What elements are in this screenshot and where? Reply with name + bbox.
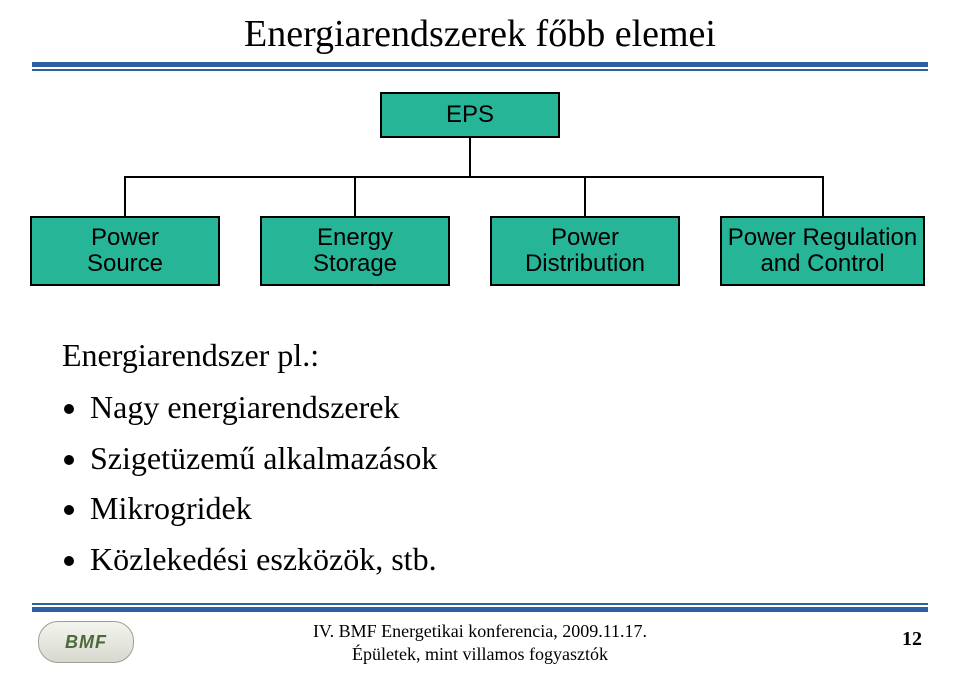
- chart-root: EPS: [380, 92, 560, 138]
- footer-divider: [32, 603, 928, 617]
- connector: [469, 138, 471, 176]
- bullet-item: Szigetüzemű alkalmazások: [90, 435, 437, 481]
- underline-thick: [32, 62, 928, 67]
- chart-child: PowerSource: [30, 216, 220, 286]
- connector: [124, 176, 126, 216]
- logo-text: BMF: [65, 632, 107, 653]
- footer-line2: Épületek, mint villamos fogyasztók: [352, 644, 608, 664]
- footer-line1: IV. BMF Energetikai konferencia, 2009.11…: [313, 621, 647, 641]
- connector: [822, 176, 824, 216]
- footer-thin: [32, 603, 928, 605]
- footer-thick: [32, 607, 928, 612]
- slide: Energiarendszerek főbb elemei EPS PowerSo…: [0, 0, 960, 679]
- footer-text: IV. BMF Energetikai konferencia, 2009.11…: [0, 620, 960, 665]
- chart-child: Power Regulationand Control: [720, 216, 925, 286]
- bullet-item: Közlekedési eszközök, stb.: [90, 536, 437, 582]
- bullet-item: Mikrogridek: [90, 485, 437, 531]
- connector: [584, 176, 586, 216]
- chart-child: EnergyStorage: [260, 216, 450, 286]
- underline-thin: [32, 69, 928, 71]
- title-underline: [32, 62, 928, 72]
- page-number: 12: [902, 628, 922, 651]
- body-text: Energiarendszer pl.: Nagy energiarendsze…: [62, 332, 437, 586]
- logo: BMF: [38, 621, 134, 663]
- page-title: Energiarendszerek főbb elemei: [0, 12, 960, 56]
- connector: [354, 176, 356, 216]
- bullet-item: Nagy energiarendszerek: [90, 384, 437, 430]
- connector: [125, 176, 823, 178]
- org-chart: EPS PowerSource EnergyStorage PowerDistribu…: [30, 92, 925, 292]
- chart-child: PowerDistribution: [490, 216, 680, 286]
- body-lead: Energiarendszer pl.:: [62, 332, 437, 378]
- bullet-list: Nagy energiarendszerek Szigetüzemű alkalm…: [62, 384, 437, 582]
